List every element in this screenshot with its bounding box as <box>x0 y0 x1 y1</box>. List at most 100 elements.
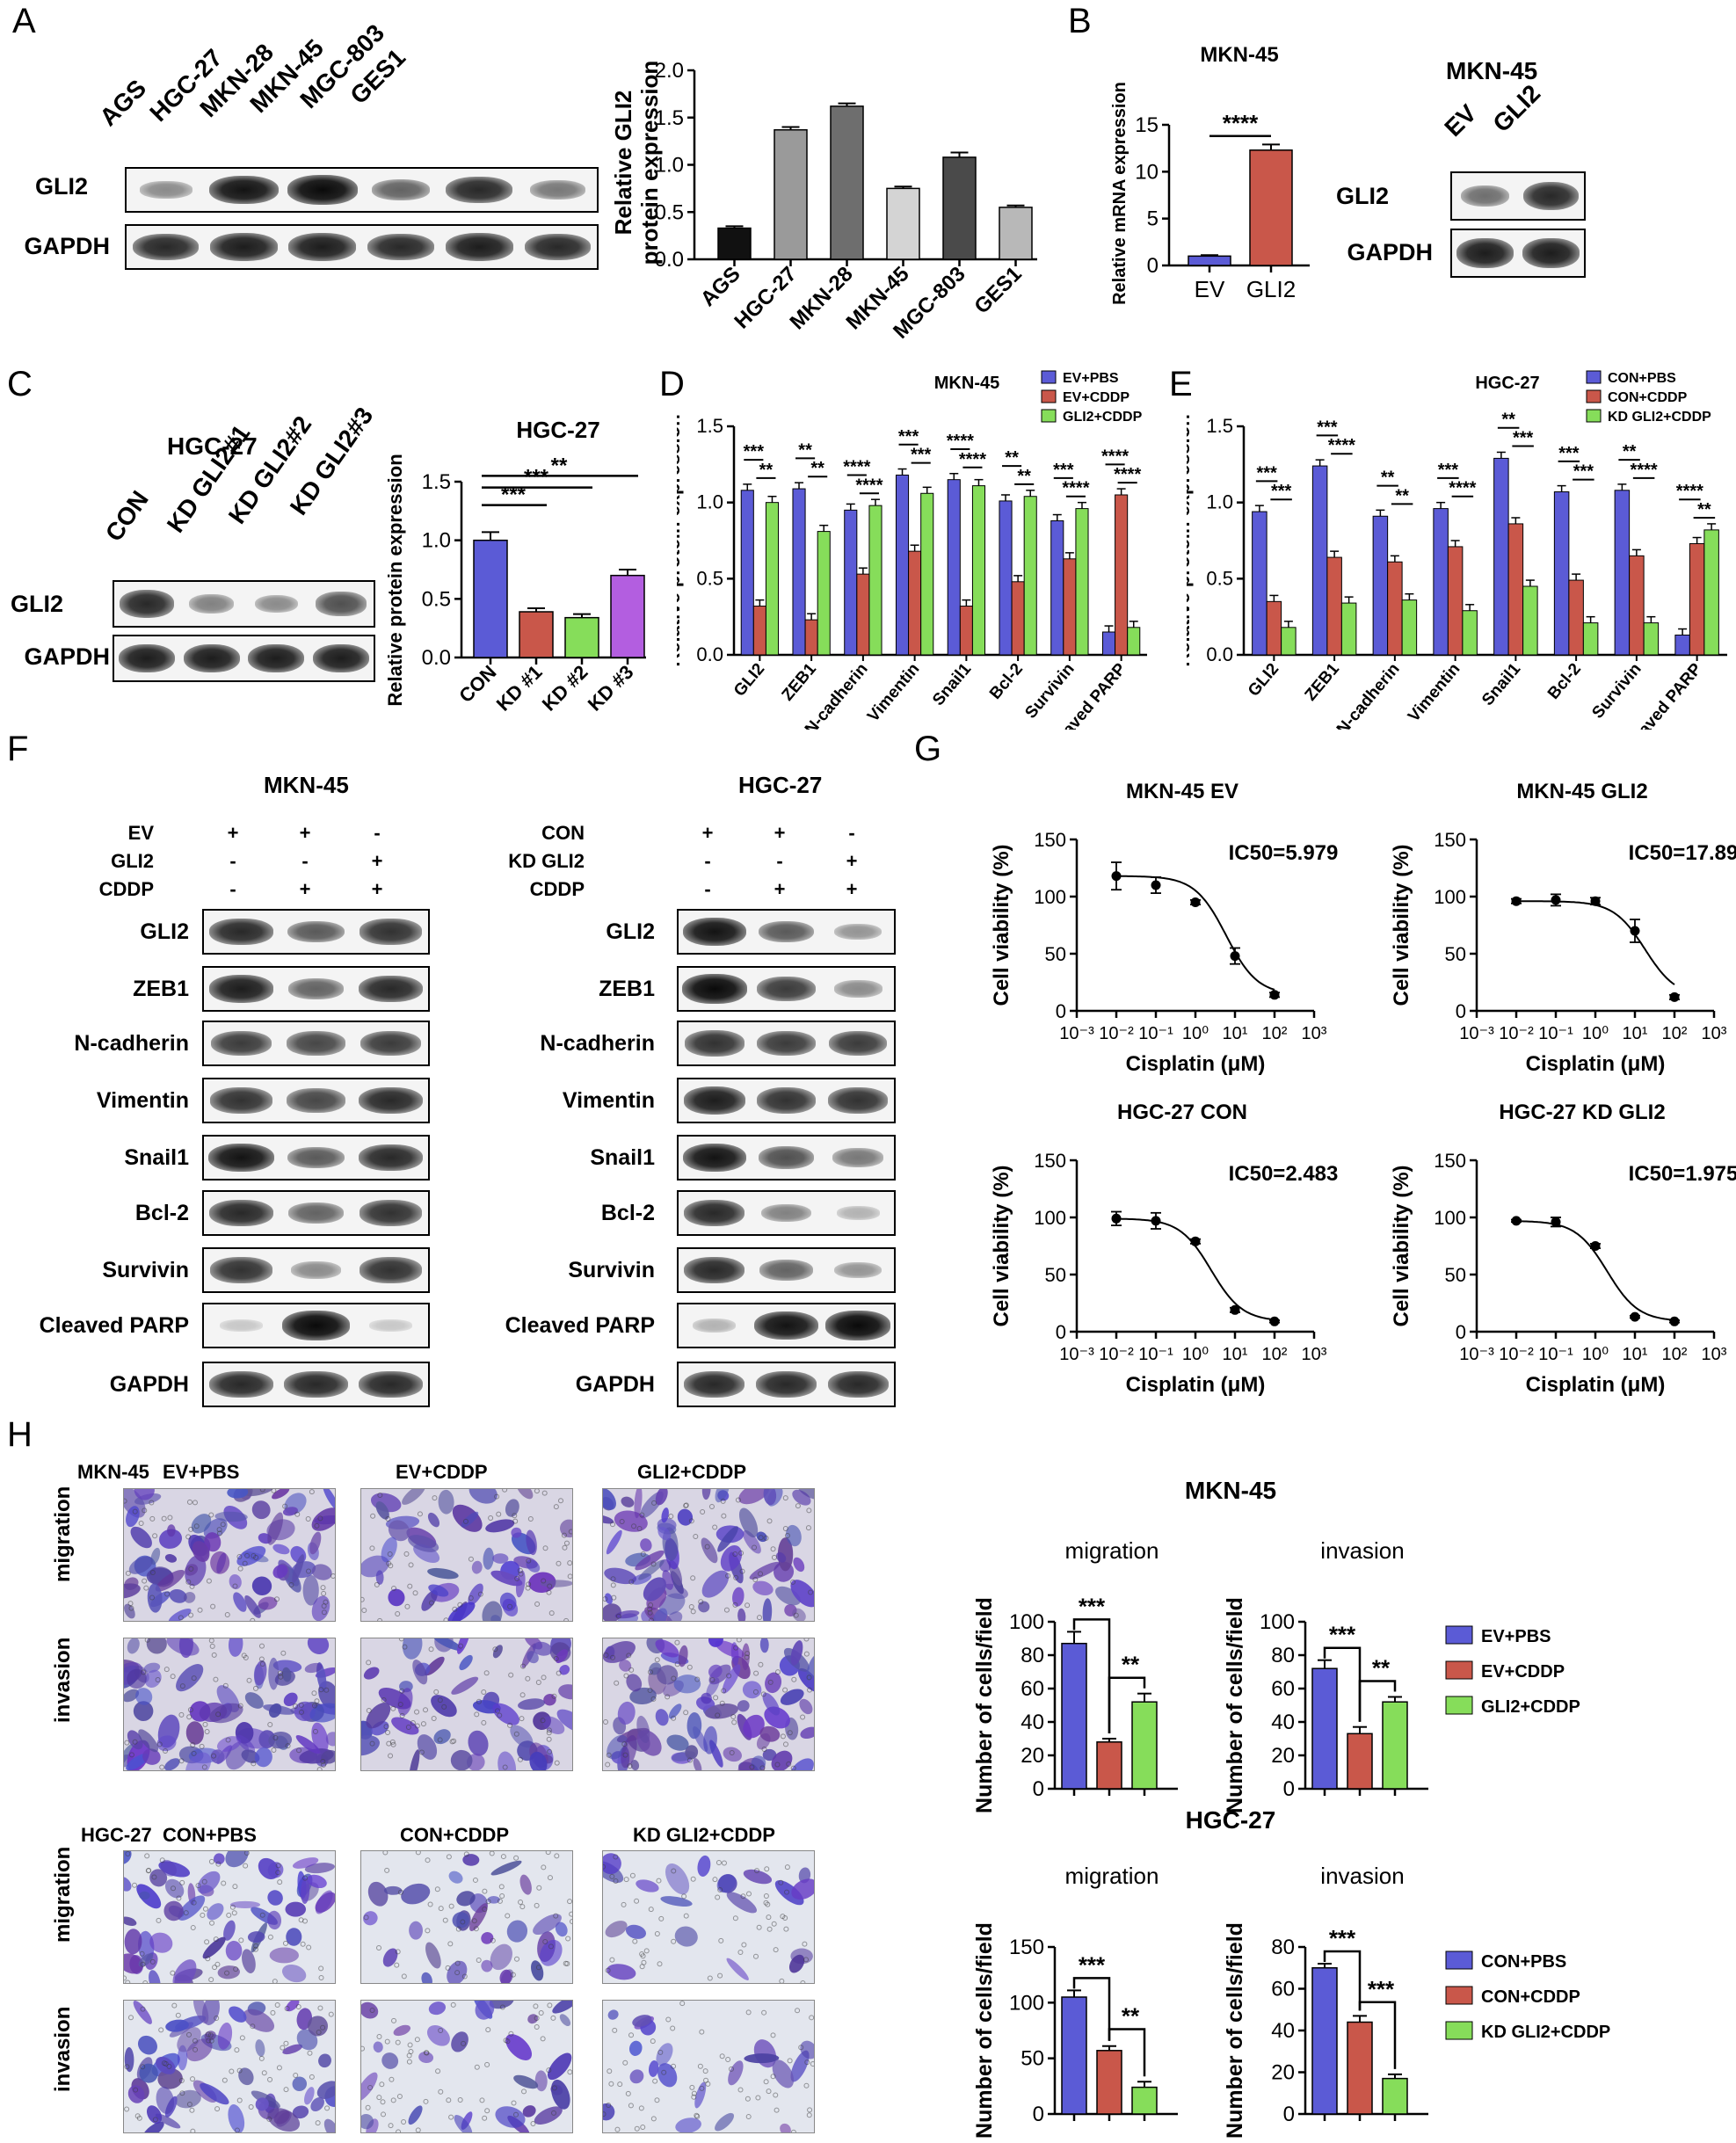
membrane-pore <box>125 1980 131 1983</box>
stained-cell <box>471 1560 483 1574</box>
bar <box>1462 610 1478 656</box>
x-tick-label: KD #2 <box>538 661 592 716</box>
legend-swatch <box>1445 2021 1473 2040</box>
membrane-pore <box>732 1915 738 1921</box>
membrane-pore <box>705 2081 711 2087</box>
condition-symbol: - <box>704 850 711 872</box>
membrane-pore <box>628 1579 635 1585</box>
stained-cell <box>267 1910 282 1930</box>
significance-stars: **** <box>843 457 870 476</box>
membrane-pore <box>761 2009 767 2016</box>
membrane-pore <box>737 2087 744 2093</box>
y-tick-label: 40 <box>1021 1711 1044 1734</box>
membrane-pore <box>298 1709 304 1715</box>
stained-cell <box>124 1851 132 1864</box>
membrane-pore <box>170 1970 176 1976</box>
significance-stars: *** <box>524 466 549 490</box>
membrane-pore <box>805 1525 811 1531</box>
membrane-pore <box>149 1569 156 1575</box>
membrane-pore <box>752 1576 759 1582</box>
membrane-pore <box>482 1907 488 1913</box>
stained-cell <box>285 1901 307 1917</box>
membrane-pore <box>557 1498 563 1504</box>
bar <box>1447 546 1464 656</box>
membrane-pore <box>553 1913 559 1919</box>
membrane-pore <box>671 1675 677 1682</box>
membrane-pore <box>565 1936 571 1942</box>
stained-cell <box>427 1512 440 1528</box>
y-tick-label: 0.0 <box>1206 643 1233 665</box>
stained-cell <box>789 1758 814 1770</box>
legend-label: CON+CDDP <box>1608 390 1688 405</box>
stained-cell <box>124 1877 132 1892</box>
membrane-pore <box>553 1656 559 1662</box>
blot-band <box>825 1311 890 1340</box>
stained-cell <box>505 1499 519 1517</box>
stained-cell <box>431 1695 457 1718</box>
membrane-pore <box>283 2087 289 2093</box>
membrane-pore <box>481 1719 487 1725</box>
bar <box>942 156 977 260</box>
membrane-pore <box>639 1512 645 1518</box>
membrane-pore <box>518 1900 524 1906</box>
bar <box>1340 602 1357 656</box>
stained-cell <box>469 1903 488 1931</box>
condition-label: EV <box>127 822 154 844</box>
data-point <box>1551 895 1561 905</box>
membrane-pore <box>546 1727 552 1733</box>
stained-cell <box>412 1660 428 1685</box>
membrane-pore <box>474 1711 480 1718</box>
membrane-pore <box>447 1941 454 1947</box>
membrane-pore <box>267 2076 273 2082</box>
x-tick-label: 10⁰ <box>1182 1345 1209 1364</box>
blot-band <box>1522 237 1580 269</box>
membrane-pore <box>793 1612 799 1618</box>
membrane-pore <box>190 2128 196 2132</box>
membrane-pore <box>783 1926 789 1932</box>
membrane-pore <box>803 1651 810 1657</box>
bar <box>1433 508 1449 656</box>
membrane-pore <box>526 1558 532 1564</box>
membrane-pore <box>441 1704 447 1710</box>
stained-cell <box>701 1570 730 1598</box>
blot-band <box>1461 185 1509 207</box>
group-label: KD GLI2+CDDP <box>633 1824 775 1846</box>
membrane-pore <box>275 1863 281 1869</box>
blot-band <box>290 1261 342 1279</box>
blot-band <box>682 917 746 947</box>
membrane-pore <box>384 1867 390 1873</box>
membrane-pore <box>698 1599 704 1605</box>
stained-cell <box>176 1664 204 1692</box>
stained-cell <box>142 2121 164 2132</box>
membrane-pore <box>756 1924 762 1930</box>
membrane-pore <box>149 1595 156 1601</box>
membrane-pore <box>209 1920 215 1926</box>
membrane-pore <box>752 1689 759 1695</box>
stained-cell <box>361 1555 389 1578</box>
stained-cell <box>481 1932 494 1944</box>
membrane-pore <box>175 2012 181 2018</box>
blot-band <box>316 592 367 616</box>
membrane-pore <box>306 1568 312 1574</box>
membrane-pore <box>388 1753 394 1759</box>
membrane-pore <box>752 1544 758 1551</box>
transwell-micrograph <box>123 2000 336 2133</box>
stained-cell <box>715 1489 730 1503</box>
blot-band <box>827 1370 889 1398</box>
fit-curve <box>1516 900 1675 985</box>
y-tick-label: 1.0 <box>422 529 451 553</box>
membrane-pore <box>161 2060 167 2067</box>
bar <box>765 502 780 656</box>
membrane-pore <box>652 2078 658 2084</box>
bar <box>1131 2086 1158 2115</box>
stained-cell <box>686 1711 702 1740</box>
blot-row-label: Snail1 <box>590 1145 655 1170</box>
stained-cell <box>749 1561 781 1580</box>
stained-cell <box>323 1489 335 1511</box>
membrane-pore <box>234 2047 240 2053</box>
membrane-pore <box>442 1917 448 1923</box>
y-tick-label: 60 <box>1271 1677 1295 1701</box>
legend-label: EV+PBS <box>1481 1627 1551 1646</box>
membrane-pore <box>535 1965 541 1971</box>
y-tick-label: 1.5 <box>696 415 723 437</box>
